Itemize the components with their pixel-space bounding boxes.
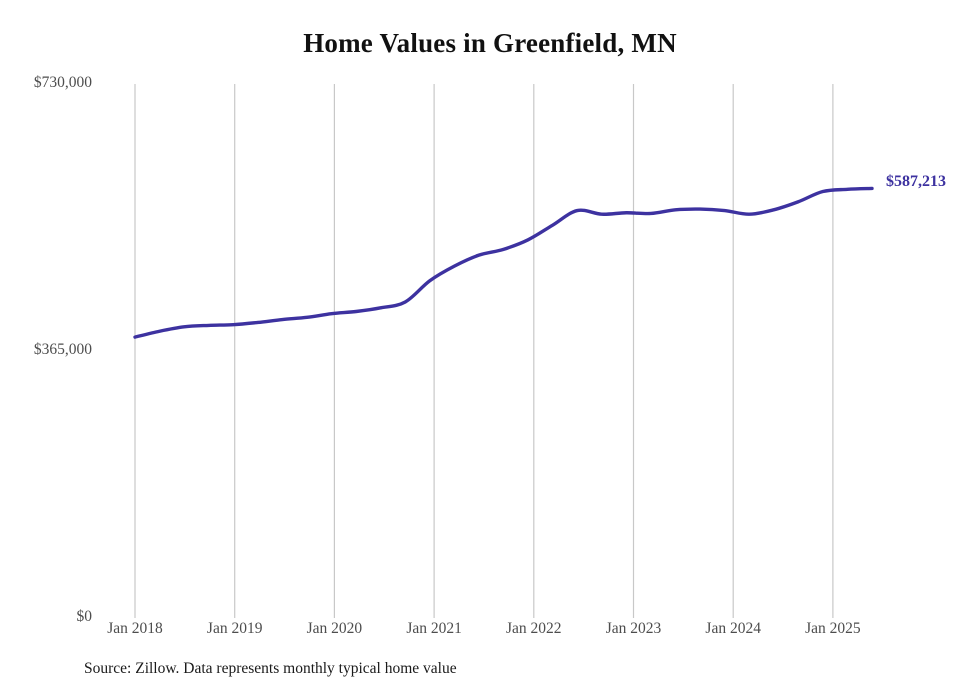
x-axis-tick-jan-2023: Jan 2023 (605, 620, 662, 637)
x-axis-tick-jan-2019: Jan 2019 (206, 620, 263, 637)
value-line-path (133, 186, 874, 339)
last-value-callout: $587,213 (886, 173, 946, 190)
x-axis-tick-jan-2025: Jan 2025 (805, 620, 861, 637)
x-axis-tick-jan-2021: Jan 2021 (406, 620, 462, 637)
source-note: Source: Zillow. Data represents monthly … (84, 660, 457, 677)
x-axis-tick-jan-2020: Jan 2020 (306, 620, 363, 637)
y-axis-tick-730000: $730,000 (33, 74, 92, 91)
x-axis-tick-jan-2018: Jan 2018 (107, 620, 163, 637)
y-axis-tick-0: $0 (76, 608, 93, 625)
x-axis-tick-jan-2024: Jan 2024 (705, 620, 761, 637)
x-axis-tick-jan-2022: Jan 2022 (506, 620, 562, 637)
page-title: Home Values in Greenfield, MN (303, 28, 677, 58)
y-axis-tick-365000: $365,000 (33, 341, 92, 358)
gridlines (134, 84, 834, 618)
series-typical-home-value (133, 186, 874, 339)
